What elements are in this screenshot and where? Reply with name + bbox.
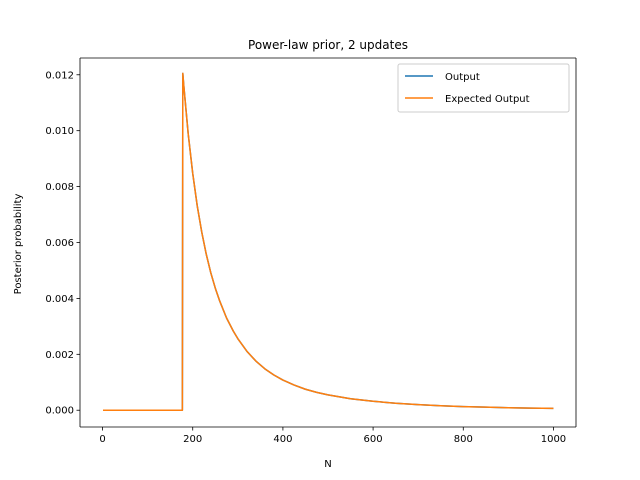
y-axis-label: Posterior probability [13,194,24,295]
plot-area [80,58,576,427]
x-tick-label: 200 [183,434,202,445]
x-axis-label: N [324,459,331,470]
y-tick-label: 0.010 [45,126,74,137]
y-tick-label: 0.004 [45,294,74,305]
x-tick-label: 0 [99,434,105,445]
series-line-expected-output [103,72,554,411]
y-tick-label: 0.002 [45,350,74,361]
series-layer [103,72,554,411]
y-tick-label: 0.006 [45,238,74,249]
legend-label: Output [445,72,480,83]
y-tick-label: 0.008 [45,182,74,193]
x-tick-label: 400 [273,434,292,445]
x-tick-label: 600 [364,434,383,445]
chart-title: Power-law prior, 2 updates [248,38,408,52]
axes-layer: 0 200 400 600 800 1000 0.000 0.002 0.004 0.006 0.0… [45,57,577,445]
legend-box [397,63,570,113]
legend: Output Expected Output [397,63,570,113]
x-tick-label: 800 [454,434,473,445]
legend-label: Expected Output [445,94,530,105]
y-tick-label: 0.000 [45,406,74,417]
x-tick-label: 1000 [541,434,566,445]
plot-background [80,58,576,427]
y-tick-label: 0.012 [45,70,74,81]
